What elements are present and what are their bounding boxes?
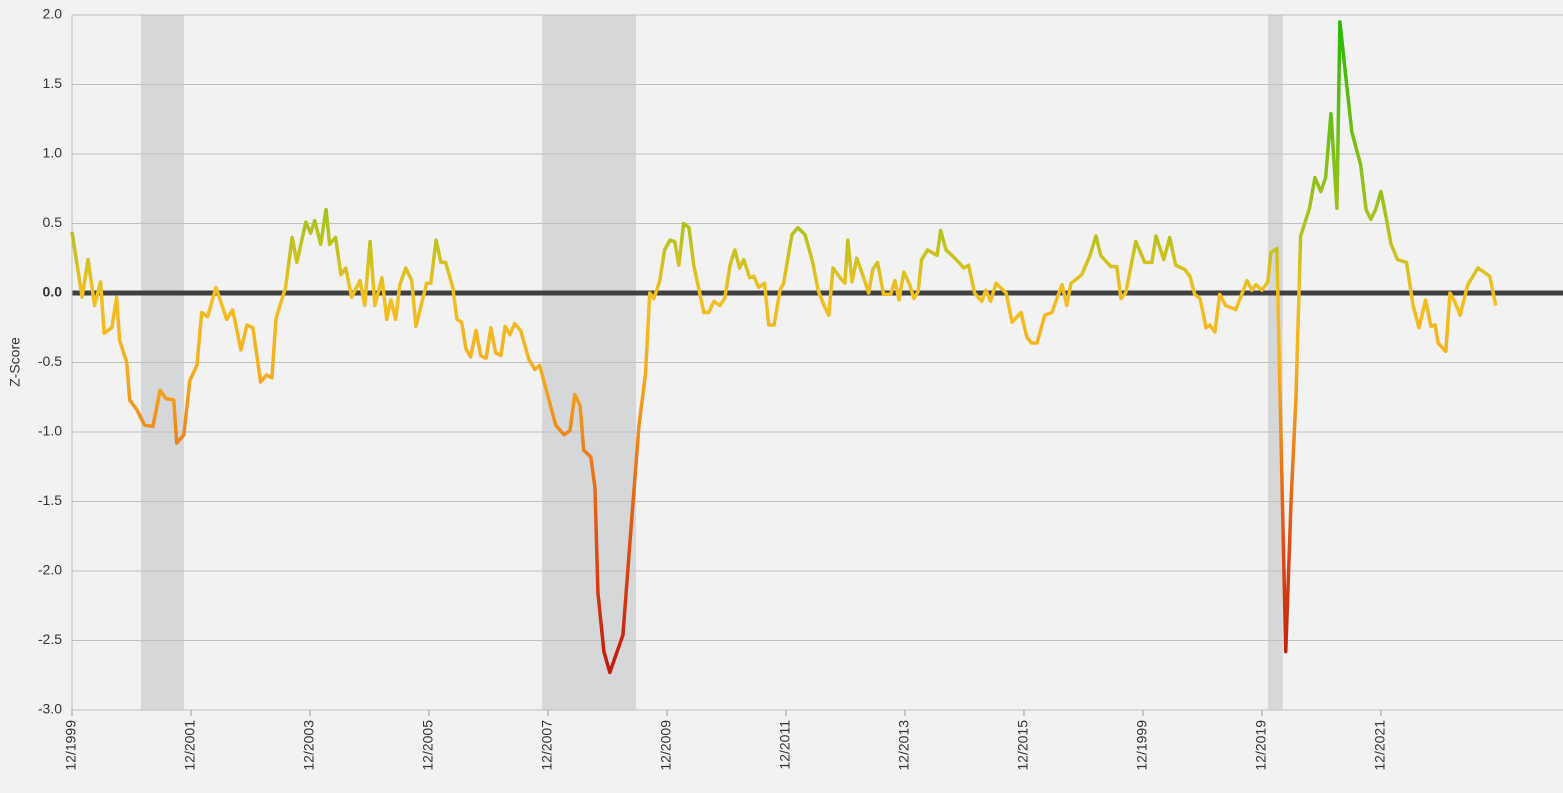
y-tick-label: -1.0	[38, 423, 62, 439]
y-tick-label: -0.5	[38, 353, 62, 369]
y-axis-label: Z-Score	[7, 337, 23, 387]
y-tick-label: 0.0	[43, 284, 63, 300]
y-tick-label: -3.0	[38, 701, 62, 717]
y-tick-label: 0.5	[43, 214, 63, 230]
x-tick-label: 12/2021	[1372, 720, 1388, 771]
x-tick-label: 12/2019	[1253, 720, 1269, 771]
x-tick-label: 12/2005	[420, 720, 436, 771]
x-tick-label: 12/2001	[182, 720, 198, 771]
y-tick-label: -2.0	[38, 562, 62, 578]
y-tick-label: 1.5	[43, 75, 63, 91]
x-tick-label: 12/2007	[539, 720, 555, 771]
x-tick-label: 12/1999	[1134, 720, 1150, 771]
y-tick-label: 1.0	[43, 145, 63, 161]
data-line	[70, 20, 1498, 675]
x-tick-label: 12/1999	[63, 720, 79, 771]
x-tick-label: 12/2015	[1015, 720, 1031, 771]
x-tick-label: 12/2009	[658, 720, 674, 771]
y-tick-label: -2.5	[38, 631, 62, 647]
x-tick-label: 12/2011	[777, 720, 793, 770]
x-tick-label: 12/2013	[896, 720, 912, 771]
x-tick-label: 12/2003	[301, 720, 317, 771]
y-tick-label: -1.5	[38, 492, 62, 508]
y-tick-label: 2.0	[43, 6, 63, 22]
